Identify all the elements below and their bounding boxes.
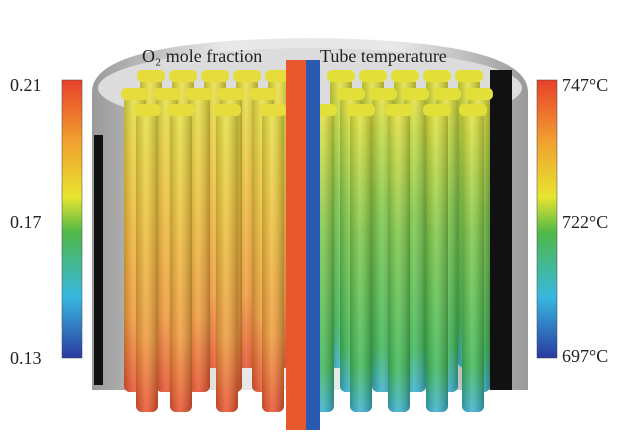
tube: [167, 104, 195, 116]
tube: [286, 60, 306, 430]
colorbar-tick-label: 747°C: [562, 75, 608, 95]
tube: [359, 70, 387, 82]
tube: [259, 104, 287, 116]
tube: [385, 104, 413, 116]
tube: [462, 112, 484, 412]
tube: [426, 112, 448, 412]
tube: [216, 112, 238, 412]
tube: [201, 70, 229, 82]
tube: [350, 112, 372, 412]
tube: [306, 60, 320, 430]
tube: [388, 112, 410, 412]
tube: [169, 70, 197, 82]
tube: [369, 88, 397, 100]
tube: [249, 88, 277, 100]
colorbar-tick-label: 722°C: [562, 212, 608, 232]
tube: [337, 88, 365, 100]
vessel-edge: [94, 135, 103, 385]
tube: [423, 70, 451, 82]
tube: [391, 70, 419, 82]
tubes: [121, 60, 493, 430]
tube: [136, 112, 158, 412]
tube: [213, 104, 241, 116]
tube: [217, 88, 245, 100]
colorbar: [62, 80, 82, 358]
tube: [185, 88, 213, 100]
tube: [423, 104, 451, 116]
tube: [465, 88, 493, 100]
vessel-edge: [490, 70, 512, 390]
tube: [262, 112, 284, 412]
tube: [137, 70, 165, 82]
tube: [433, 88, 461, 100]
tube: [233, 70, 261, 82]
tube: [327, 70, 355, 82]
colorbar-title: O₂ mole fraction: [142, 46, 262, 66]
tube: [459, 104, 487, 116]
colorbar: [537, 80, 557, 358]
tube: [121, 88, 149, 100]
colorbar-tick-label: 0.21: [10, 75, 42, 95]
tube: [455, 70, 483, 82]
colorbar-title: Tube temperature: [320, 46, 447, 66]
colorbar-tick-label: 0.13: [10, 348, 42, 368]
tube: [401, 88, 429, 100]
figure: 0.21 0.17 0.13 747°C 722°C 697°C O₂ mole…: [0, 0, 624, 434]
tube: [347, 104, 375, 116]
tube: [153, 88, 181, 100]
colorbar-tick-label: 0.17: [10, 212, 42, 232]
colorbar-tick-label: 697°C: [562, 346, 608, 366]
tube: [170, 112, 192, 412]
tube: [133, 104, 161, 116]
